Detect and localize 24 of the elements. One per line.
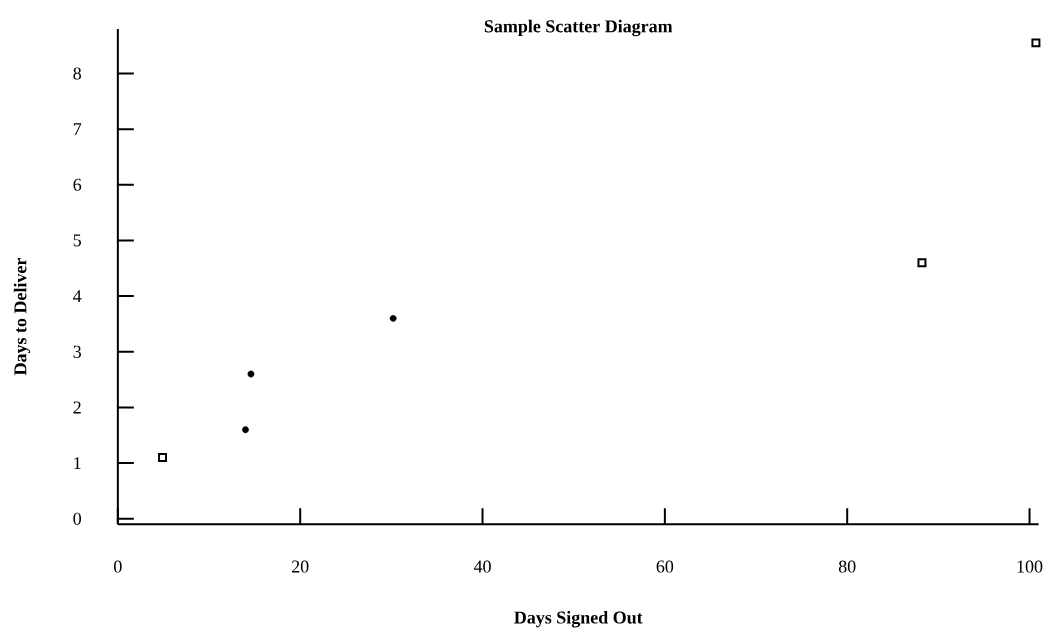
chart-title: Sample Scatter Diagram <box>484 19 673 37</box>
y-tick-label: 8 <box>73 67 82 80</box>
x-tick-label: 40 <box>473 560 491 573</box>
point <box>1031 38 1041 48</box>
x-tick-label: 100 <box>1017 560 1043 573</box>
y-tick-label: 7 <box>73 123 82 135</box>
y-tick-label: 3 <box>73 345 81 358</box>
x-tick-label: 20 <box>291 560 309 573</box>
y-tick-label: 5 <box>73 234 81 247</box>
x-axis-title: Days Signed Out <box>514 610 643 628</box>
y-tick-label: 4 <box>73 290 82 302</box>
y-tick-label: 1 <box>74 457 81 469</box>
point <box>389 314 397 322</box>
y-tick-label: 6 <box>73 178 82 191</box>
y-tick-label: 2 <box>73 401 81 414</box>
point <box>242 426 249 434</box>
point <box>158 452 168 462</box>
point <box>917 258 927 268</box>
y-axis-title: Days to Deliver <box>13 257 31 376</box>
point <box>247 370 255 378</box>
x-tick-label: 0 <box>114 560 122 573</box>
x-tick-label: 80 <box>838 560 856 573</box>
x-tick-label: 60 <box>656 560 674 573</box>
y-tick-label: 0 <box>73 512 82 525</box>
